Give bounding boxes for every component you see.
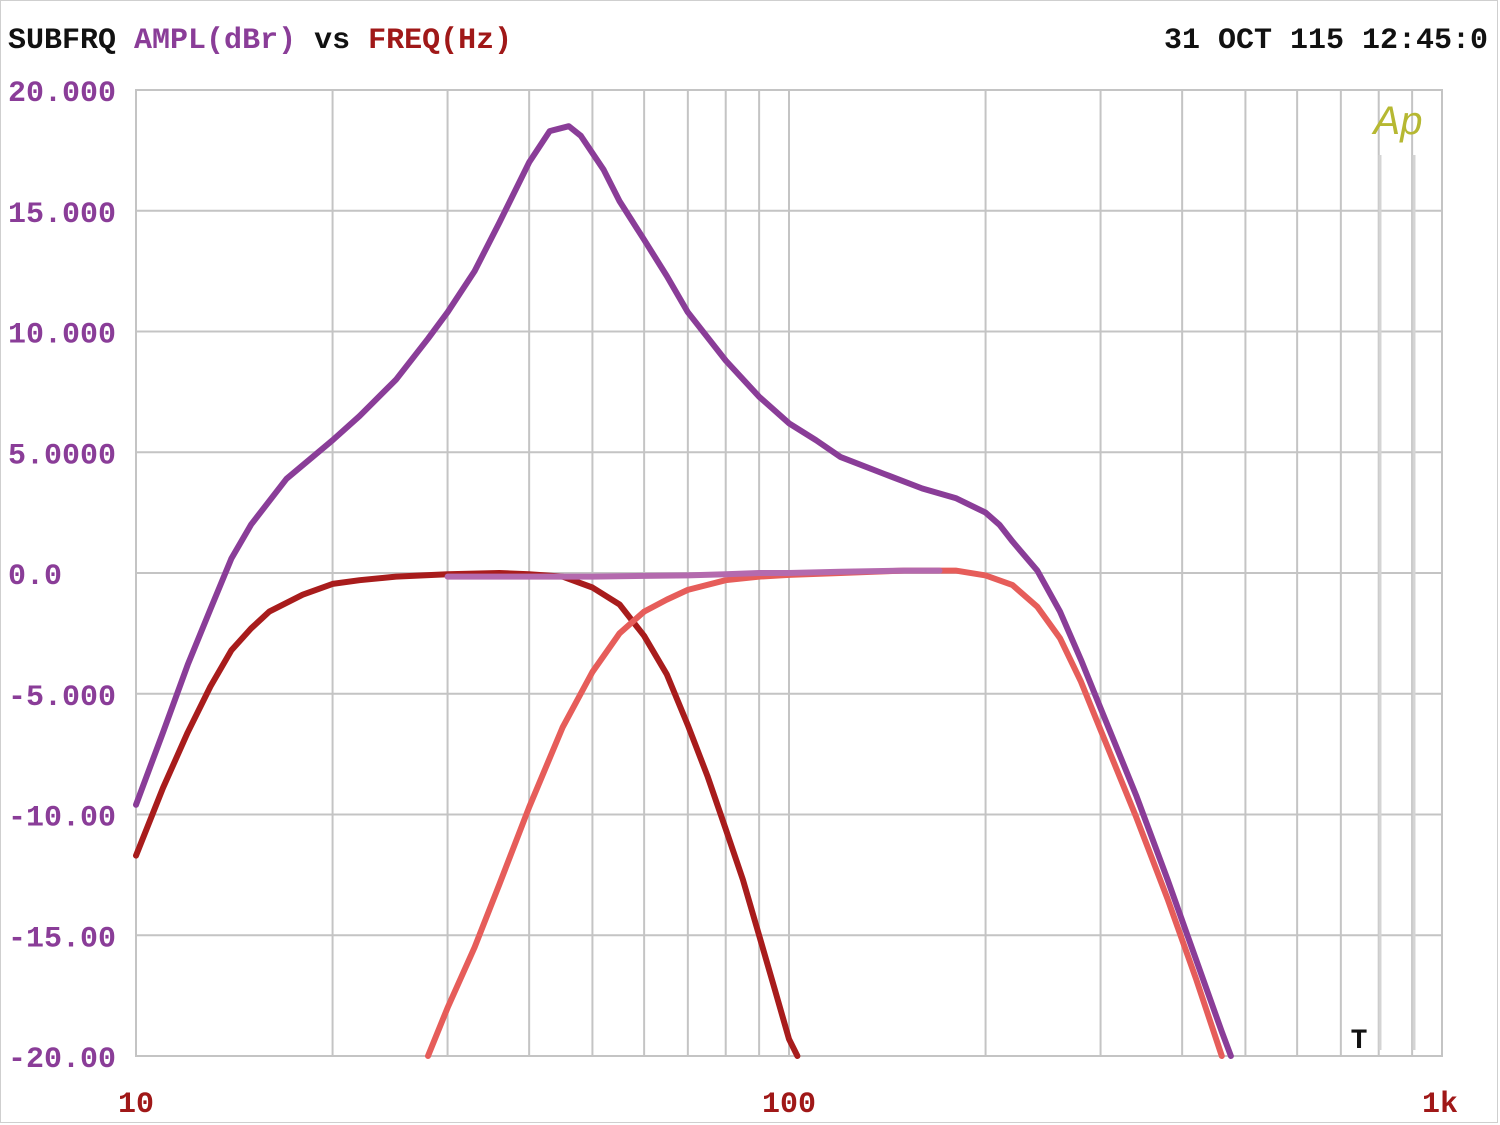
series-line [444, 567, 943, 580]
y-tick-label: -10.00 [8, 802, 116, 836]
header-timestamp: 31 OCT 115 12:45:0 [1164, 24, 1488, 58]
header-x-quantity: FREQ(Hz) [368, 24, 512, 58]
series-layer [133, 123, 1234, 1059]
series-line [425, 567, 1225, 1059]
y-tick-label: 15.000 [8, 198, 116, 232]
y-tick-label: -15.00 [8, 922, 116, 956]
y-tick-label: -5.000 [8, 681, 116, 715]
x-tick-label: 100 [762, 1088, 816, 1122]
trigger-marker: T [1351, 1026, 1368, 1057]
y-tick-labels: 20.000 15.000 10.000 5.0000 0.0 -5.000 -10.00 -… [8, 77, 116, 1077]
header-line: SUBFRQ AMPL(dBr) vs FREQ(Hz) [8, 24, 512, 58]
y-tick-label: 5.0000 [8, 439, 116, 473]
header-vs: vs [314, 24, 350, 58]
header-y-quantity: AMPL(dBr) [134, 24, 296, 58]
y-tick-label: -20.00 [8, 1043, 116, 1077]
y-tick-label: 10.000 [8, 319, 116, 353]
x-tick-label: 10 [118, 1088, 154, 1122]
header-instrument: SUBFRQ [8, 24, 116, 58]
series-line [133, 123, 1234, 1059]
y-tick-label: 20.000 [8, 77, 116, 111]
x-tick-labels: 10 100 1k [118, 1088, 1458, 1122]
x-tick-label: 1k [1422, 1088, 1458, 1122]
plot-frame [135, 89, 1443, 1057]
y-tick-label: 0.0 [8, 560, 62, 594]
ap-logo: Ap [1372, 99, 1423, 143]
